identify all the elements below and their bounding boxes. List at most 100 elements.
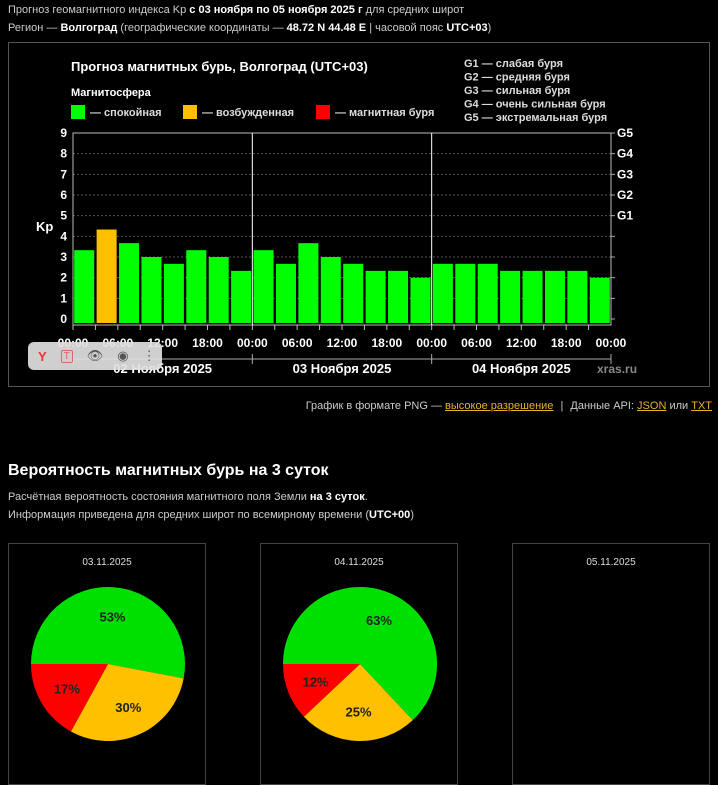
pie-card-day-3: 05.11.2025 [512, 543, 710, 785]
y-tick-label: 7 [60, 167, 67, 181]
pie-slice [31, 587, 186, 679]
separator: | [557, 400, 567, 412]
legend-label: — магнитная буря [335, 107, 434, 119]
text: UTC+00 [369, 509, 411, 521]
x-tick-label: 06:00 [461, 336, 492, 350]
kp-bar [275, 263, 296, 323]
legend-swatch [71, 105, 85, 119]
kp-bar [163, 263, 184, 323]
more-icon[interactable]: ⋮ [142, 348, 156, 363]
pie-slice-label: 63% [366, 613, 392, 628]
eye-icon[interactable]: 👁 [86, 348, 104, 363]
g-legend-item: G2 — средняя буря [464, 72, 570, 84]
legend-title: Магнитосфера [71, 87, 152, 99]
y-tick-label: 9 [60, 126, 67, 140]
g-level-label: G1 [617, 209, 633, 223]
probability-desc-2: Информация приведена для средних широт п… [8, 509, 414, 521]
x-tick-label: 00:00 [596, 336, 627, 350]
g-legend-item: G4 — очень сильная буря [464, 99, 606, 111]
forecast-heading: Прогноз геомагнитного индекса Kp с 03 но… [8, 4, 464, 16]
kp-bar [186, 250, 207, 323]
text: на 3 суток [309, 491, 365, 503]
pie-slice [283, 587, 437, 721]
pie-slice-label: 53% [99, 609, 125, 624]
legend-label: — возбужденная [202, 107, 294, 119]
pie-slice [283, 664, 360, 717]
pie-card-day-2: 04.11.2025 63% 25% 12% [260, 543, 458, 785]
kp-bar [208, 257, 229, 323]
pie-slice [70, 664, 184, 741]
kp-bar [589, 277, 610, 323]
pie-slice [31, 664, 108, 732]
x-tick-label: 00:00 [237, 336, 268, 350]
pie-slice-label: 12% [303, 675, 329, 690]
pie-date: 04.11.2025 [334, 557, 384, 568]
hires-link[interactable]: высокое разрешение [445, 400, 554, 412]
kp-bar [500, 270, 521, 323]
kp-bar [298, 243, 319, 323]
y-tick-label: 5 [60, 209, 67, 223]
g-level-label: G2 [617, 188, 633, 202]
screenshot-icon[interactable]: ◉ [117, 348, 129, 363]
x-tick-label: 18:00 [551, 336, 582, 350]
kp-bar [522, 270, 543, 323]
kp-bar [365, 270, 386, 323]
date-range: с 03 ноября по 05 ноября 2025 г [189, 4, 363, 16]
y-tick-label: 6 [60, 188, 67, 202]
translate-icon[interactable]: T [60, 349, 73, 363]
x-tick-label: 06:00 [282, 336, 313, 350]
y-tick-label: 4 [60, 229, 67, 243]
kp-bar [544, 270, 565, 323]
g-level-label: G4 [617, 147, 633, 161]
text: или [666, 400, 692, 412]
kp-bar [432, 263, 453, 323]
chart-canvas: Прогноз магнитных бурь, Волгоград (UTC+0… [36, 58, 637, 376]
text: Регион — [8, 22, 61, 34]
kp-bar [455, 263, 476, 323]
pie-chart [513, 544, 711, 784]
g-legend-item: G3 — сильная буря [464, 85, 570, 97]
text: Информация приведена для средних широт п… [8, 509, 370, 521]
day-label: 04 Ноября 2025 [472, 361, 571, 376]
legend-swatch [183, 105, 197, 119]
pie-date: 03.11.2025 [82, 557, 132, 568]
text: . [364, 491, 368, 503]
pie-chart: 53% 30% 17% [31, 587, 186, 741]
pie-slice-label: 17% [54, 681, 80, 696]
kp-bar [388, 270, 409, 323]
text: для средних широт [362, 4, 465, 16]
kp-bar [96, 229, 117, 323]
kp-bar [119, 243, 140, 323]
city: Волгоград [60, 22, 118, 34]
watermark: xras.ru [597, 362, 637, 376]
y-axis-label: Kp [36, 219, 53, 234]
chart-title: Прогноз магнитных бурь, Волгоград (UTC+0… [71, 59, 368, 74]
y-tick-label: 8 [60, 147, 67, 161]
y-tick-label: 0 [60, 312, 67, 326]
yandex-icon[interactable]: Y [38, 348, 47, 364]
timezone: UTC+03 [446, 22, 488, 34]
pie-card-day-1: 03.11.2025 53% 30% 17% [8, 543, 206, 785]
day-label: 03 Ноября 2025 [293, 361, 392, 376]
kp-bar [231, 270, 252, 323]
text: ) [487, 22, 492, 34]
kp-bar [320, 257, 341, 323]
pie-slice-label: 30% [115, 700, 141, 715]
txt-link[interactable]: TXT [691, 400, 712, 412]
json-link[interactable]: JSON [637, 400, 667, 412]
g-legend-item: G5 — экстремальная буря [464, 112, 607, 124]
x-tick-label: 12:00 [327, 336, 358, 350]
extension-toolbar: Y T 👁 ◉ ⋮ [28, 342, 162, 370]
x-tick-label: 12:00 [506, 336, 537, 350]
pie-chart: 63% 25% 12% [283, 587, 437, 741]
text: Расчётная вероятность состояния магнитно… [8, 491, 310, 503]
kp-forecast-chart: Прогноз магнитных бурь, Волгоград (UTC+0… [8, 42, 710, 387]
coordinates: 48.72 N 44.48 E [286, 22, 367, 34]
text: | часовой пояс [366, 22, 447, 34]
g-level-label: G5 [617, 126, 633, 140]
kp-bar [410, 277, 431, 323]
text: (географические координаты — [117, 22, 287, 34]
kp-bar [343, 263, 364, 323]
x-tick-label: 18:00 [192, 336, 223, 350]
kp-bar [477, 263, 498, 323]
